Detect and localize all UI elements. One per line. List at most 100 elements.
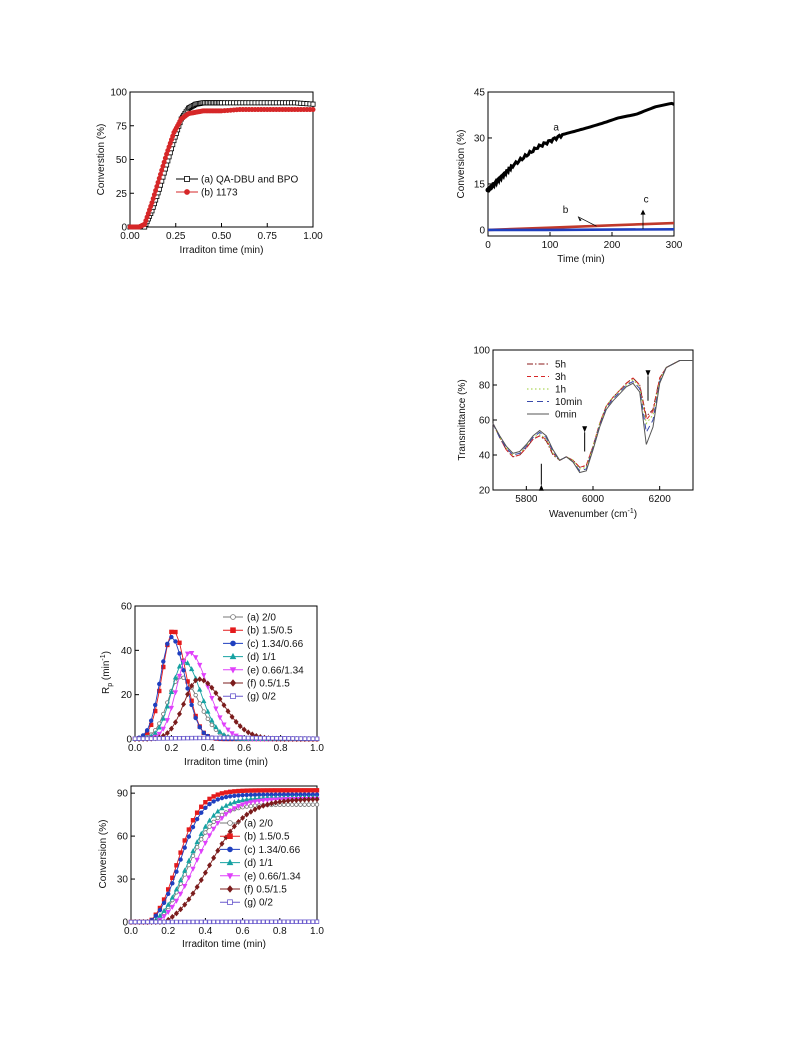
data-point xyxy=(205,735,210,741)
data-point xyxy=(181,701,187,708)
data-point xyxy=(211,812,217,818)
x-tick-label: 1.0 xyxy=(310,926,324,937)
data-point xyxy=(201,677,207,684)
legend-label: 0min xyxy=(555,410,577,421)
data-point xyxy=(140,736,146,741)
x-axis-label: Wavenumber (cm-1) xyxy=(549,508,637,520)
data-point xyxy=(252,919,258,925)
legend-label: (e) 0.66/1.34 xyxy=(247,665,304,676)
legend-label: (g) 0/2 xyxy=(244,898,273,909)
data-point xyxy=(202,869,208,876)
data-point xyxy=(217,735,223,741)
data-point xyxy=(150,196,156,202)
data-point xyxy=(209,735,215,741)
x-axis-label-end: ) xyxy=(634,509,637,520)
series-1 xyxy=(127,107,316,230)
data-point xyxy=(194,810,200,815)
data-point xyxy=(182,867,188,873)
data-point xyxy=(290,736,295,741)
data-point xyxy=(161,664,166,670)
data-point xyxy=(169,629,174,635)
data-point xyxy=(203,800,208,805)
data-point xyxy=(227,808,233,814)
data-point xyxy=(170,881,175,886)
y-tick-label: 75 xyxy=(116,121,128,132)
legend-label: (g) 0/2 xyxy=(247,692,276,703)
data-point xyxy=(248,788,254,793)
data-point xyxy=(164,730,170,737)
data-point xyxy=(153,702,158,708)
data-point xyxy=(278,736,283,741)
data-point xyxy=(221,722,227,728)
data-point xyxy=(233,735,239,741)
chart-conversion-vs-irradiation-ratios: 0.0 0.2 0.4 0.6 0.8 1.0 0 30 60 90 (a) 2/0 (b) 1.5/… xyxy=(98,785,324,950)
data-point xyxy=(227,794,233,799)
data-point xyxy=(177,877,184,883)
y-tick-label: 90 xyxy=(117,789,129,800)
legend-marker xyxy=(226,858,234,866)
data-point xyxy=(162,155,168,161)
data-point xyxy=(189,702,194,708)
data-point xyxy=(223,812,229,818)
data-point xyxy=(211,826,217,832)
arrow-up-5975-head xyxy=(582,426,588,433)
y-axis-label-sub: p xyxy=(107,683,114,687)
data-point xyxy=(197,735,202,741)
series-line-c xyxy=(488,228,675,232)
data-point xyxy=(213,724,219,730)
data-point xyxy=(181,735,186,741)
legend-marker xyxy=(230,614,236,620)
series-6 xyxy=(128,919,320,925)
data-point xyxy=(277,919,282,924)
data-point xyxy=(190,890,196,897)
data-point xyxy=(144,728,150,733)
legend-label: (a) 2/0 xyxy=(247,613,276,624)
data-point xyxy=(172,719,178,726)
data-point xyxy=(241,735,247,741)
data-point xyxy=(182,919,187,925)
data-point xyxy=(244,801,250,807)
legend-label: (a) 2/0 xyxy=(244,819,273,830)
data-point xyxy=(193,677,199,684)
data-point xyxy=(151,192,157,198)
data-point xyxy=(256,798,262,804)
data-point xyxy=(197,676,203,683)
series-line xyxy=(492,360,693,474)
data-point xyxy=(165,891,171,897)
data-point xyxy=(306,802,311,807)
data-point xyxy=(161,919,167,925)
y-tick-label: 20 xyxy=(121,690,133,701)
data-point xyxy=(149,919,154,925)
data-point xyxy=(213,706,219,712)
data-point xyxy=(240,814,246,821)
legend-marker xyxy=(229,667,237,674)
data-point xyxy=(197,662,203,668)
data-point xyxy=(217,696,223,702)
data-point xyxy=(165,910,171,916)
data-point xyxy=(302,796,308,803)
y-tick-label: 0 xyxy=(126,735,132,746)
data-point xyxy=(182,838,187,843)
data-point xyxy=(245,729,251,736)
series-2 xyxy=(132,634,320,742)
data-point xyxy=(219,816,225,822)
data-point xyxy=(306,919,311,924)
data-point xyxy=(209,696,215,702)
data-point xyxy=(160,163,166,169)
data-point xyxy=(273,919,278,924)
data-point xyxy=(209,684,215,691)
data-point xyxy=(302,802,307,807)
legend: (a) 2/0 (b) 1.5/0.5 (c) 1.34/0.66 (d) 1/1 (e… xyxy=(220,819,301,909)
x-tick-label: 6000 xyxy=(582,494,605,505)
data-point xyxy=(184,651,191,657)
data-point xyxy=(157,912,163,918)
y-tick-label: 25 xyxy=(116,189,128,200)
data-point xyxy=(194,919,200,925)
x-tick-label: 0.0 xyxy=(124,926,138,937)
data-point xyxy=(156,731,162,737)
data-point xyxy=(248,808,254,815)
data-point xyxy=(137,919,142,925)
data-point xyxy=(128,919,134,925)
data-point xyxy=(173,886,180,892)
